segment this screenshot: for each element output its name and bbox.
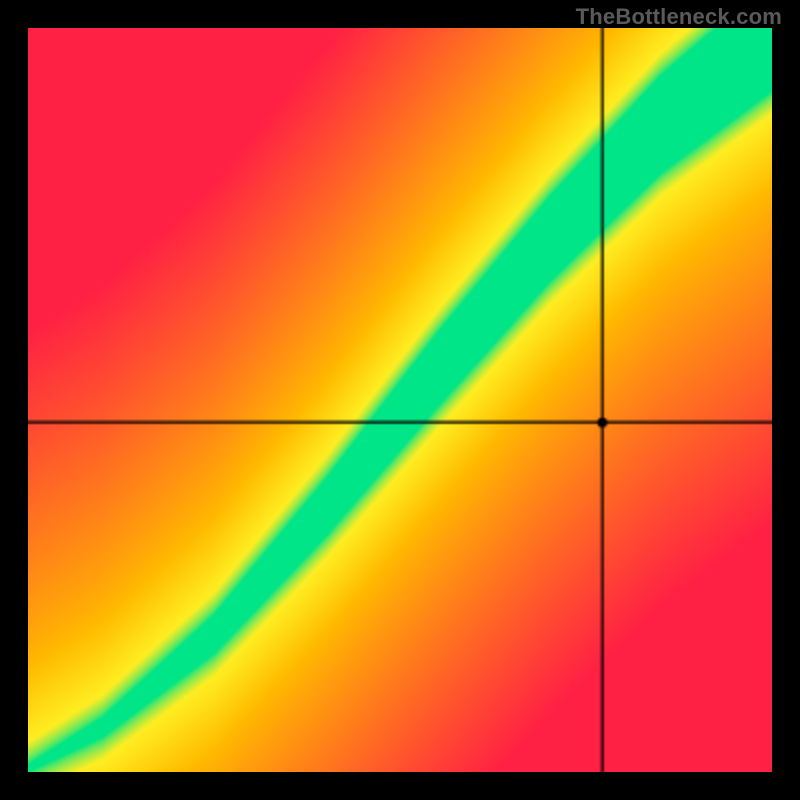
watermark-label: TheBottleneck.com (576, 4, 782, 30)
bottleneck-heatmap (28, 28, 772, 772)
plot-frame (28, 28, 772, 772)
chart-container: TheBottleneck.com (0, 0, 800, 800)
